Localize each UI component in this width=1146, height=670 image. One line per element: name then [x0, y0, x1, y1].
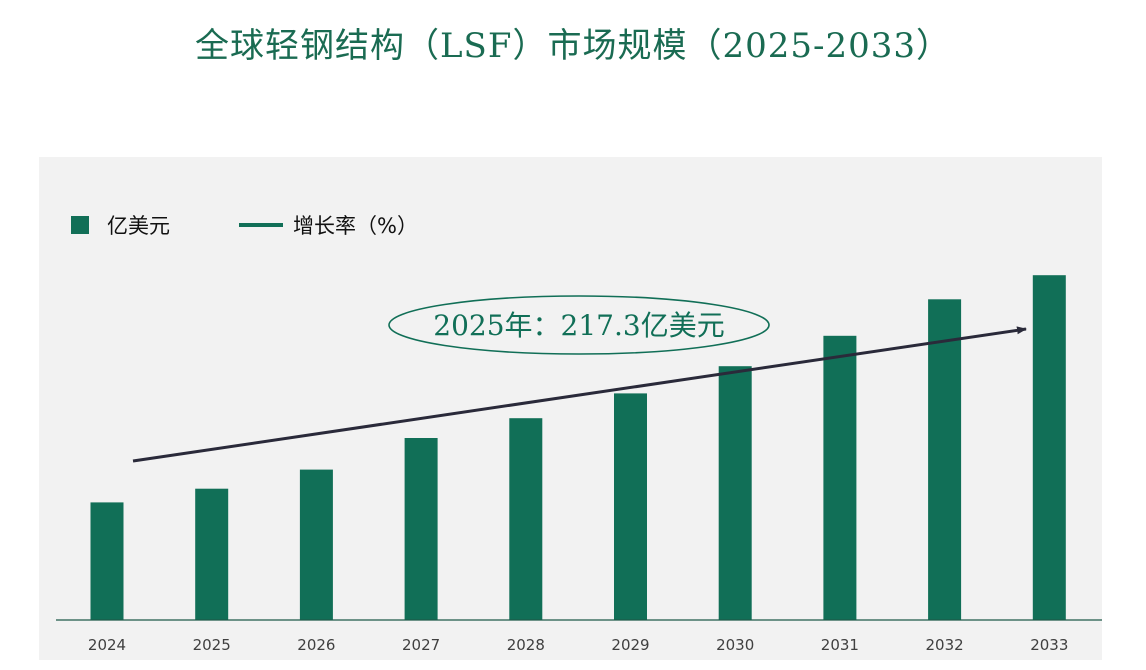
- bar-2030: [718, 366, 752, 620]
- x-tick-label: 2025: [193, 636, 231, 654]
- bar-2024: [90, 502, 124, 620]
- legend-line-label: 增长率（%）: [293, 214, 418, 238]
- bar-2025: [195, 488, 229, 620]
- x-tick-label: 2024: [88, 636, 126, 654]
- callout-ellipse: [388, 295, 770, 355]
- legend-item-growth: 增长率（%）: [239, 212, 418, 238]
- x-tick-label: 2029: [611, 636, 649, 654]
- legend-bar-swatch: [71, 216, 89, 234]
- x-tick-label: 2033: [1030, 636, 1068, 654]
- x-tick-label: 2030: [716, 636, 754, 654]
- x-tick-label: 2031: [821, 636, 859, 654]
- bar-2031: [823, 335, 857, 620]
- callout-text: 2025年：217.3亿美元: [433, 309, 724, 342]
- legend-bar-label: 亿美元: [107, 214, 170, 238]
- x-axis-ticks: 2024 2025 2026 2027 2028 2029 2030 2031 2032 2033: [88, 636, 1068, 654]
- x-tick-label: 2026: [297, 636, 335, 654]
- trend-arrow: [132, 326, 1027, 463]
- bar-series: [90, 275, 1066, 620]
- bar-2026: [299, 469, 333, 620]
- x-tick-label: 2027: [402, 636, 440, 654]
- legend-item-bars: 亿美元: [71, 212, 170, 238]
- bar-2028: [509, 418, 543, 620]
- bar-2033: [1032, 275, 1066, 620]
- bar-2032: [928, 299, 962, 620]
- legend-line-swatch: [239, 223, 283, 227]
- x-tick-label: 2032: [926, 636, 964, 654]
- bar-2027: [404, 438, 438, 620]
- bar-2029: [614, 393, 647, 620]
- x-tick-label: 2028: [507, 636, 545, 654]
- chart-title: 全球轻钢结构（LSF）市场规模（2025-2033）: [194, 26, 951, 66]
